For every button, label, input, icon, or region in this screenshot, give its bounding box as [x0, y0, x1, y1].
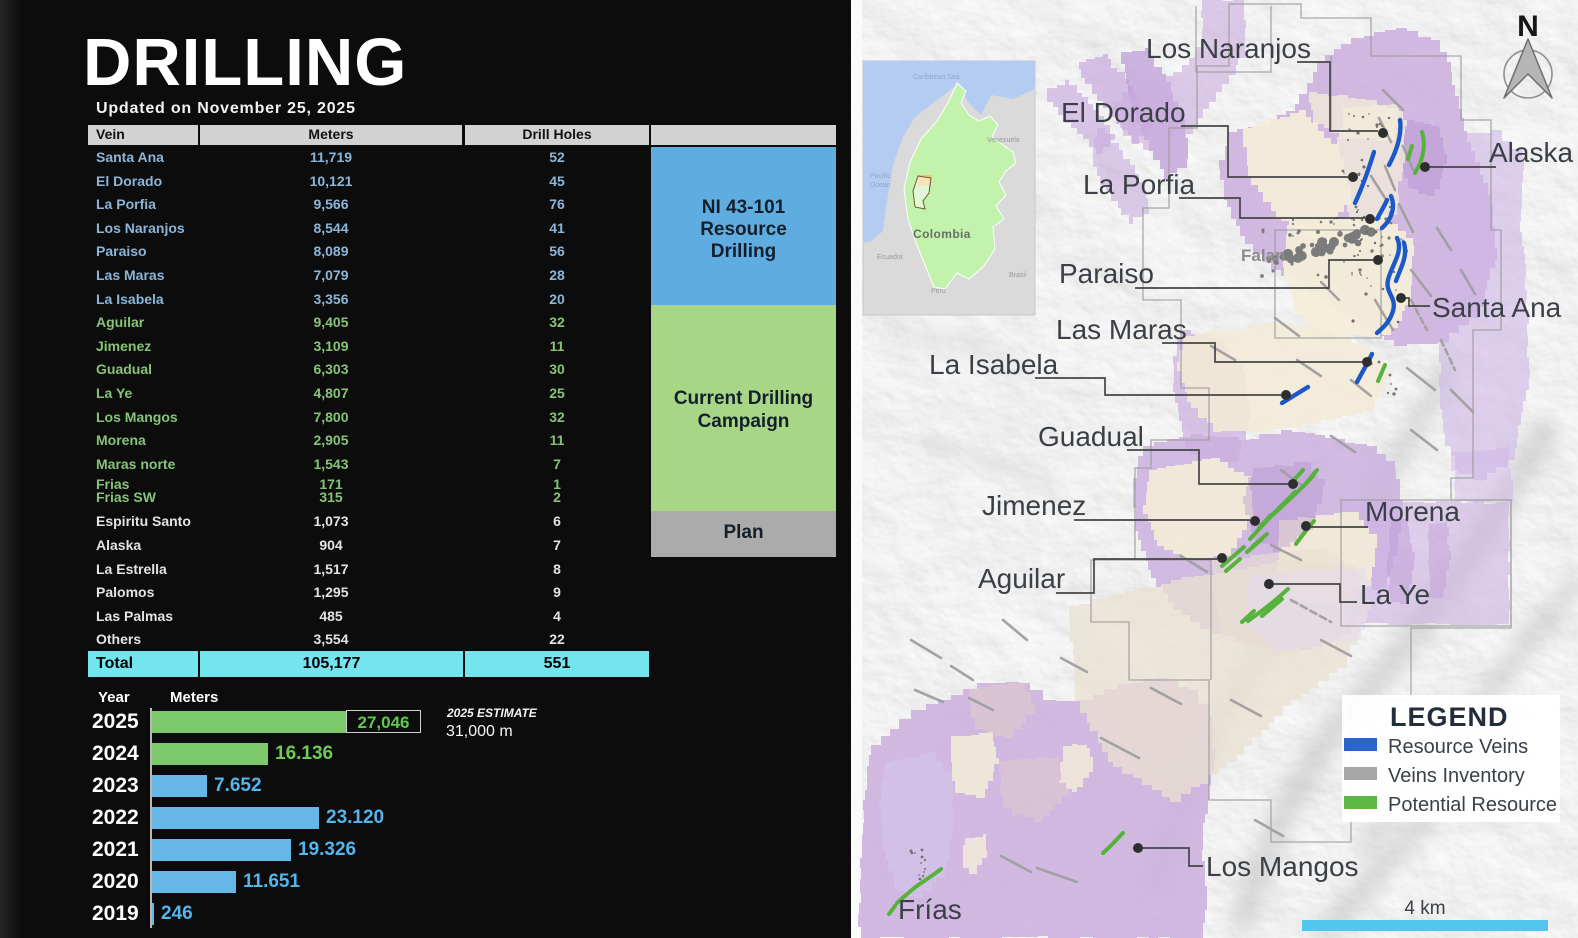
svg-text:Guadual: Guadual [1038, 421, 1144, 452]
svg-text:El Dorado: El Dorado [1061, 97, 1186, 128]
svg-text:Peru: Peru [931, 288, 946, 295]
svg-text:Venezuela: Venezuela [987, 137, 1020, 144]
svg-text:Ecuador: Ecuador [877, 254, 904, 261]
svg-text:Las Maras: Las Maras [1056, 314, 1187, 345]
svg-text:Brasil: Brasil [1009, 272, 1027, 279]
svg-text:N: N [1517, 10, 1539, 43]
svg-text:Jimenez: Jimenez [982, 490, 1086, 521]
svg-text:Veins Inventory: Veins Inventory [1388, 765, 1525, 787]
svg-text:Pacific: Pacific [870, 173, 891, 180]
svg-text:Los Mangos: Los Mangos [1206, 851, 1359, 882]
svg-text:Caribbean Sea: Caribbean Sea [913, 74, 960, 81]
svg-text:4 km: 4 km [1404, 898, 1445, 919]
svg-text:Alaska: Alaska [1489, 137, 1573, 168]
svg-text:La Isabela: La Isabela [929, 349, 1059, 380]
svg-text:Morena: Morena [1365, 496, 1460, 527]
svg-text:Ocean: Ocean [870, 182, 891, 189]
svg-text:Potential Resource: Potential Resource [1388, 794, 1557, 816]
svg-text:Colombia: Colombia [913, 227, 971, 241]
svg-text:Paraiso: Paraiso [1059, 258, 1154, 289]
svg-text:La Ye: La Ye [1360, 579, 1430, 610]
svg-text:Santa Ana: Santa Ana [1432, 292, 1562, 323]
svg-text:Falan: Falan [1241, 246, 1285, 265]
svg-text:Aguilar: Aguilar [978, 563, 1065, 594]
svg-text:La Porfia: La Porfia [1083, 169, 1195, 200]
svg-text:Frías: Frías [898, 894, 962, 925]
svg-text:LEGEND: LEGEND [1390, 702, 1509, 732]
svg-text:Resource Veins: Resource Veins [1388, 736, 1528, 758]
svg-text:Los Naranjos: Los Naranjos [1146, 33, 1311, 64]
